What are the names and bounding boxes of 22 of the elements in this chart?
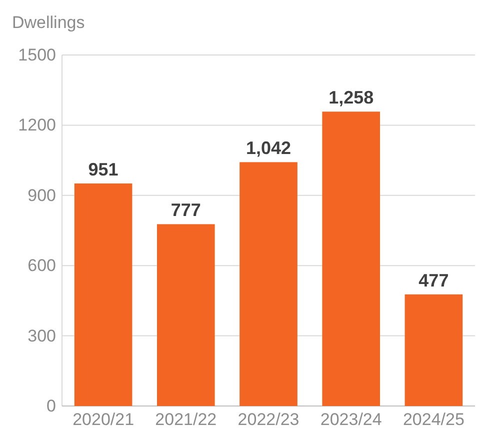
data-label: 477 [418, 270, 449, 290]
bar [322, 112, 380, 406]
data-label: 951 [88, 159, 118, 180]
y-tick-label: 600 [28, 256, 56, 276]
bar [156, 224, 215, 406]
x-tick-label: 2021/22 [155, 410, 217, 430]
data-label: 1,042 [246, 138, 292, 158]
x-tick-label: 2022/23 [238, 410, 300, 430]
bar [74, 183, 132, 406]
y-tick-label: 1200 [18, 116, 56, 135]
x-tick-label: 2020/21 [72, 410, 134, 430]
x-tick-label: 2023/24 [320, 410, 382, 430]
y-tick-label: 0 [46, 396, 56, 416]
y-tick-label: 1500 [18, 45, 56, 64]
y-tick-label: 300 [28, 326, 56, 346]
data-label: 777 [170, 200, 201, 220]
y-tick-label: 900 [28, 186, 56, 205]
data-label: 1,258 [328, 88, 374, 108]
x-tick-label: 2024/25 [402, 410, 464, 430]
bar [404, 294, 463, 406]
bar [240, 162, 298, 406]
y-axis-title: Dwellings [12, 13, 85, 32]
